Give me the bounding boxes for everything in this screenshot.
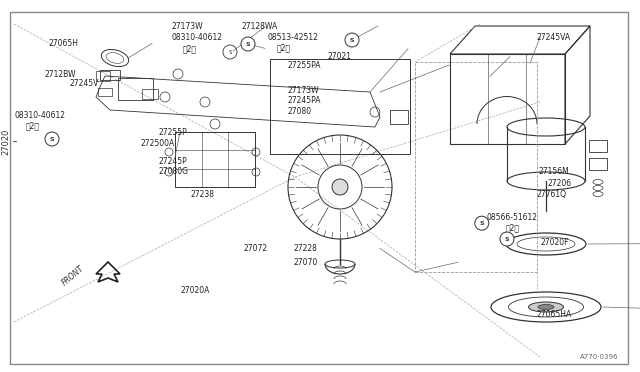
Text: 272500A: 272500A — [141, 139, 175, 148]
Text: FRONT: FRONT — [60, 264, 86, 288]
Text: （2）: （2） — [182, 44, 196, 53]
Text: 27128WA: 27128WA — [242, 22, 278, 31]
Text: 27080G: 27080G — [159, 167, 189, 176]
Text: 27065H: 27065H — [48, 39, 78, 48]
Ellipse shape — [529, 302, 563, 312]
Text: 27245V: 27245V — [69, 79, 99, 88]
Text: 27245P: 27245P — [159, 157, 188, 166]
Text: S: S — [228, 49, 232, 55]
Text: （2）: （2） — [506, 223, 520, 232]
Text: A770·0396: A770·0396 — [579, 354, 618, 360]
Text: S: S — [50, 137, 54, 141]
Text: （2）: （2） — [26, 121, 40, 130]
Text: 27238: 27238 — [191, 190, 215, 199]
Text: 27072: 27072 — [243, 244, 268, 253]
Text: 27070: 27070 — [293, 258, 317, 267]
Bar — [96, 71, 110, 81]
Circle shape — [475, 216, 489, 230]
Text: 27020F: 27020F — [541, 238, 570, 247]
Circle shape — [345, 33, 359, 47]
Bar — [415, 62, 537, 272]
Text: 27206: 27206 — [547, 179, 572, 187]
Bar — [98, 88, 112, 96]
Ellipse shape — [538, 305, 554, 310]
Text: 27156M: 27156M — [539, 167, 570, 176]
Text: 27245VA: 27245VA — [536, 33, 570, 42]
Text: 27255PA: 27255PA — [288, 61, 321, 70]
Bar — [589, 158, 607, 170]
Text: S: S — [505, 237, 509, 241]
Circle shape — [332, 179, 348, 195]
Text: 08513-42512: 08513-42512 — [268, 33, 318, 42]
Circle shape — [45, 132, 59, 146]
Text: 27245PA: 27245PA — [288, 96, 321, 105]
Bar — [118, 78, 153, 100]
Text: 27021: 27021 — [328, 52, 352, 61]
Bar — [390, 110, 408, 124]
Text: 27761Q: 27761Q — [536, 190, 566, 199]
Bar — [450, 54, 565, 144]
Text: 08310-40612: 08310-40612 — [14, 111, 65, 120]
Text: S: S — [479, 221, 484, 226]
Text: 27020: 27020 — [1, 128, 10, 154]
Text: S: S — [246, 42, 250, 46]
Text: 27020A: 27020A — [180, 286, 210, 295]
Bar — [142, 89, 158, 99]
Text: 27173W: 27173W — [172, 22, 203, 31]
Bar — [100, 70, 120, 80]
Text: 27065HA: 27065HA — [536, 310, 572, 319]
Text: S: S — [349, 38, 355, 42]
Text: 08566-51612: 08566-51612 — [486, 213, 538, 222]
Text: 27080: 27080 — [288, 107, 312, 116]
Bar — [589, 140, 607, 152]
Text: 2712BW: 2712BW — [45, 70, 76, 79]
Bar — [175, 132, 255, 187]
Bar — [270, 59, 410, 154]
Circle shape — [241, 37, 255, 51]
Text: （2）: （2） — [276, 43, 291, 52]
Text: 08310-40612: 08310-40612 — [172, 33, 223, 42]
Circle shape — [500, 232, 514, 246]
Text: 27255P: 27255P — [159, 128, 188, 137]
Text: 27173W: 27173W — [288, 86, 319, 94]
Text: 27228: 27228 — [293, 244, 317, 253]
